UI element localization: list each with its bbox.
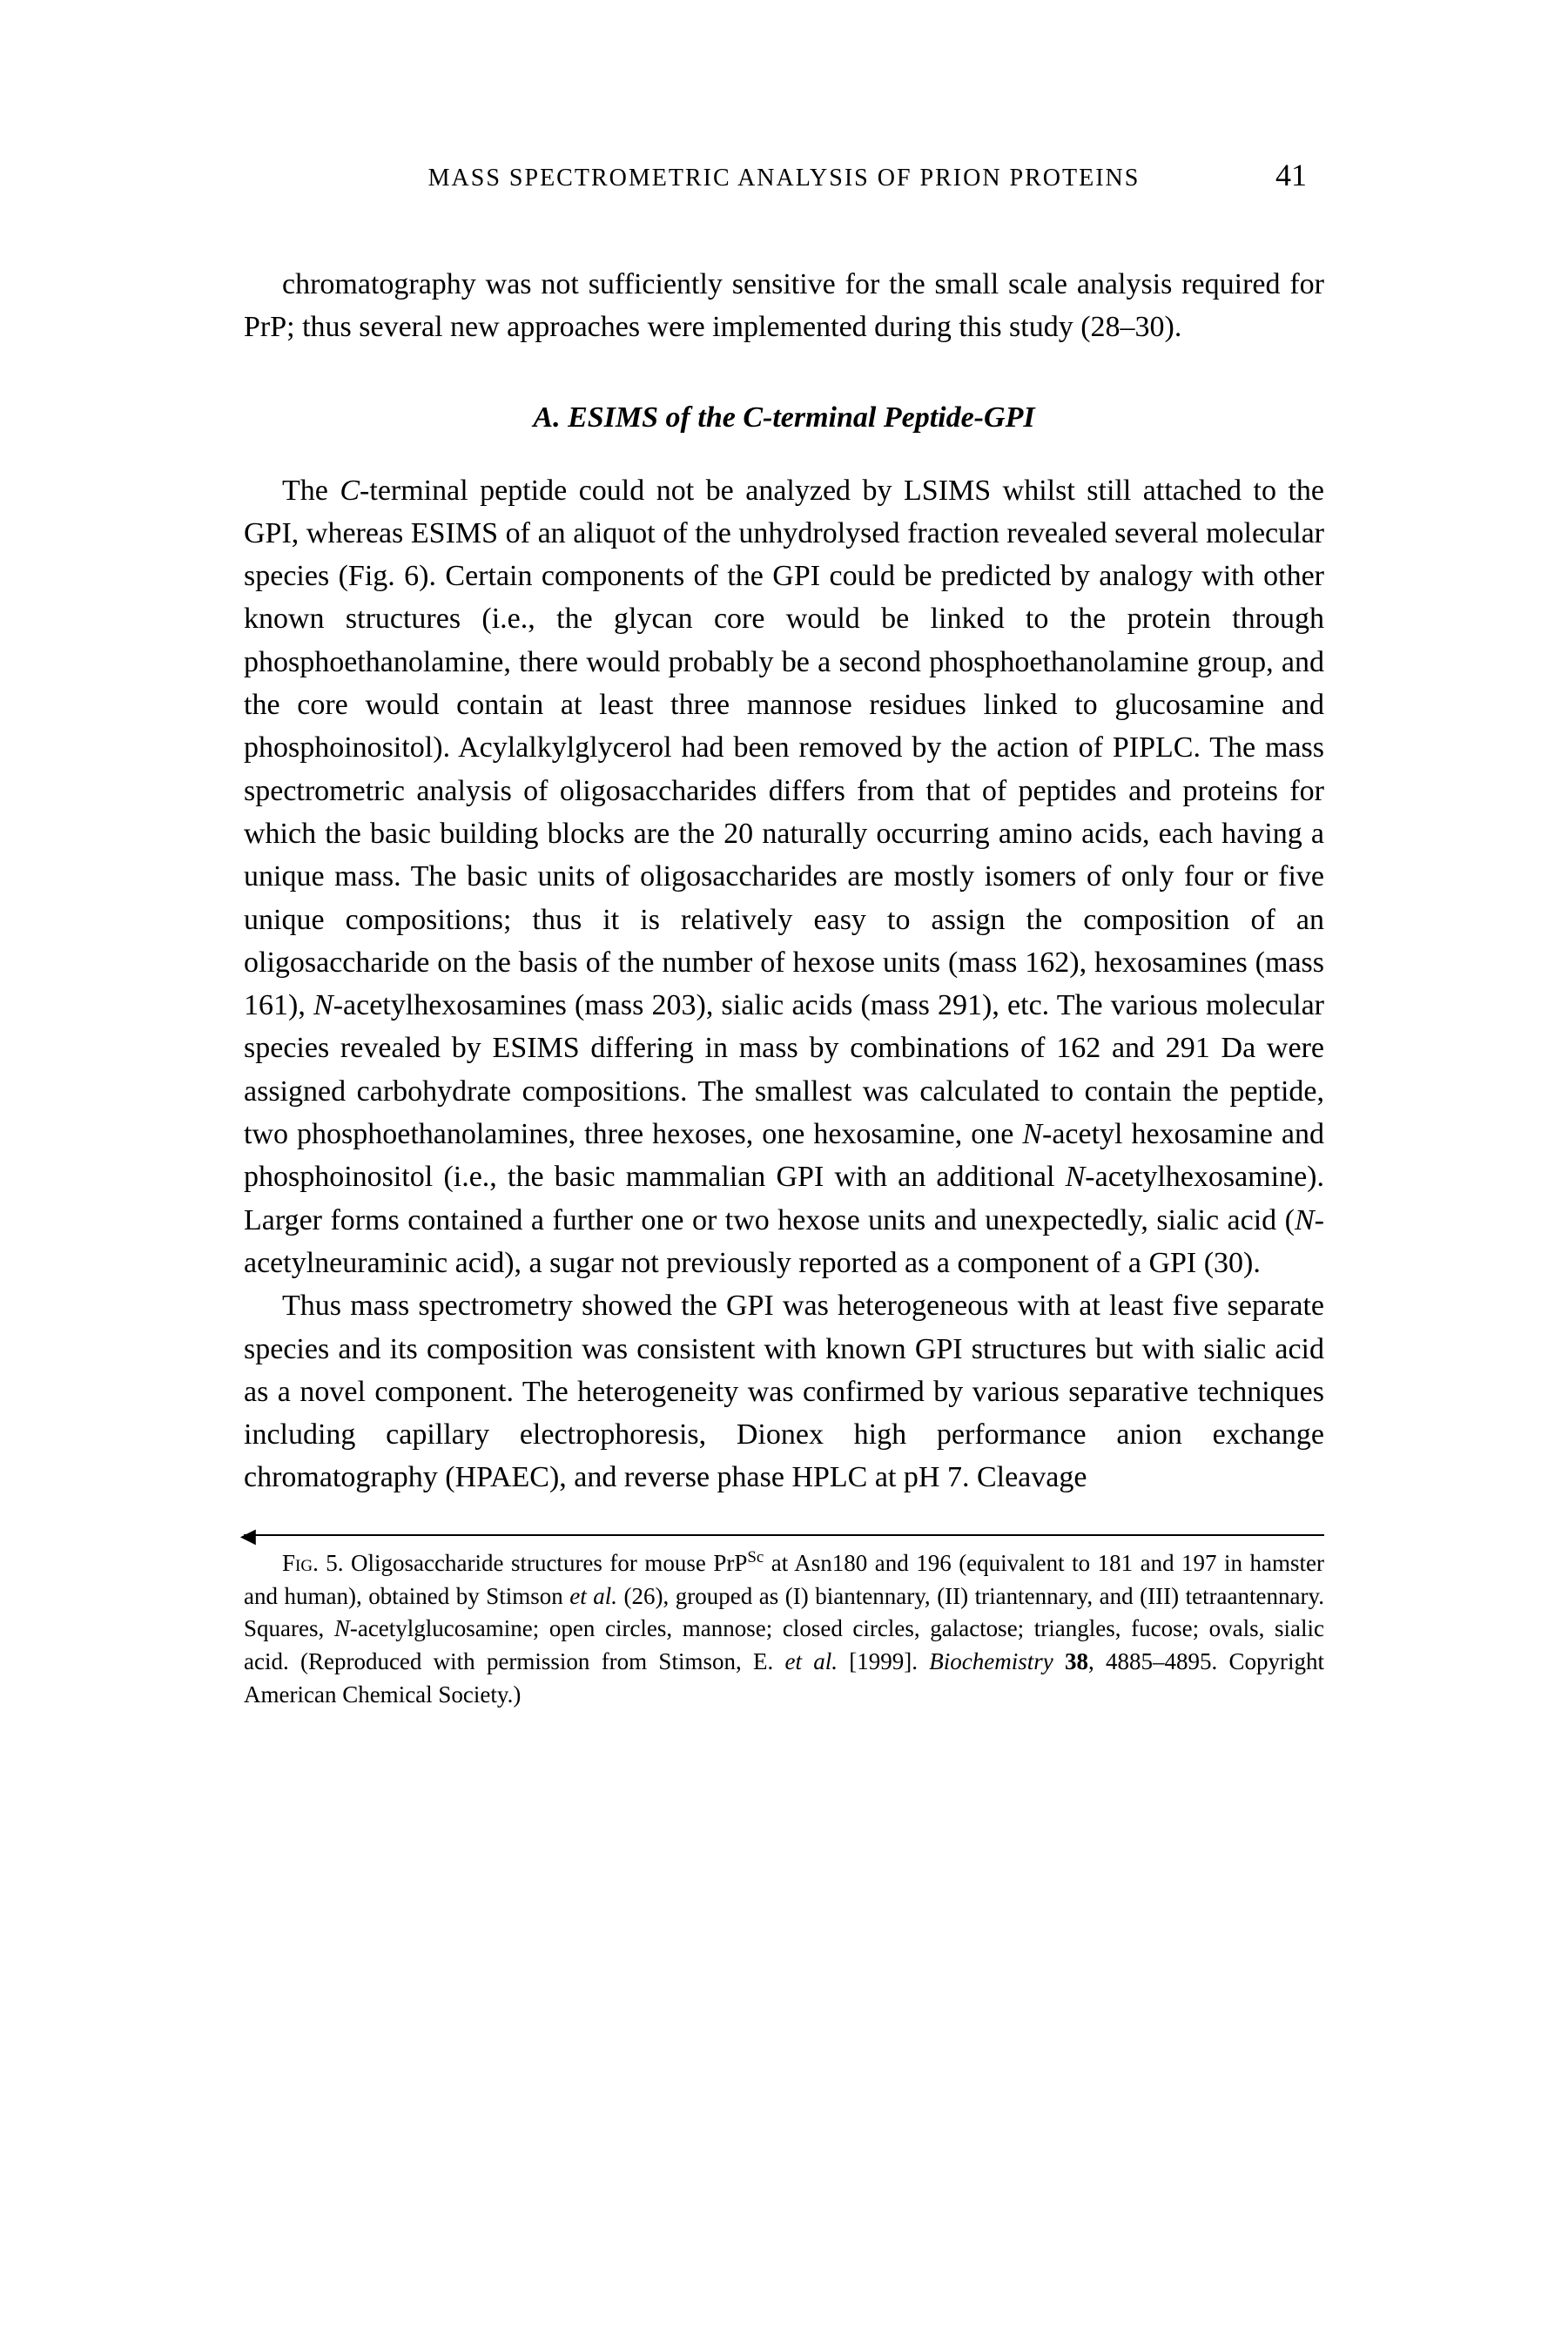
running-header-title: MASS SPECTROMETRIC ANALYSIS OF PRION PRO… <box>313 165 1255 192</box>
page-number: 41 <box>1255 157 1307 193</box>
main-paragraph-1: The C-terminal peptide could not be anal… <box>244 469 1324 1285</box>
intro-paragraph: chromatography was not sufficiently sens… <box>244 263 1324 349</box>
figure-caption-block: ◄ Fig. 5. Oligosaccharide structures for… <box>244 1534 1324 1712</box>
running-header: MASS SPECTROMETRIC ANALYSIS OF PRION PRO… <box>244 157 1324 193</box>
caption-italic-3: et al. <box>784 1648 838 1674</box>
arrow-left-icon: ◄ <box>235 1524 261 1550</box>
main-paragraph-2: Thus mass spectrometry showed the GPI wa… <box>244 1284 1324 1499</box>
paragraph-1-text: The C-terminal peptide could not be anal… <box>244 475 1324 1279</box>
caption-italic-1: et al. <box>569 1583 617 1609</box>
figure-label: Fig. 5. <box>282 1550 344 1576</box>
caption-text-6 <box>1053 1648 1065 1674</box>
caption-superscript: Sc <box>747 1548 764 1566</box>
caption-italic-4: Biochemistry <box>929 1648 1053 1674</box>
section-heading: A. ESIMS of the C-terminal Peptide-GPI <box>244 401 1324 434</box>
caption-text-1: Oligosaccharide structures for mouse PrP <box>351 1550 747 1576</box>
caption-italic-2: N- <box>334 1615 358 1641</box>
caption-text-5: [1999]. <box>838 1648 929 1674</box>
caption-bold-1: 38 <box>1065 1648 1088 1674</box>
figure-5-caption: Fig. 5. Oligosaccharide structures for m… <box>244 1546 1324 1712</box>
